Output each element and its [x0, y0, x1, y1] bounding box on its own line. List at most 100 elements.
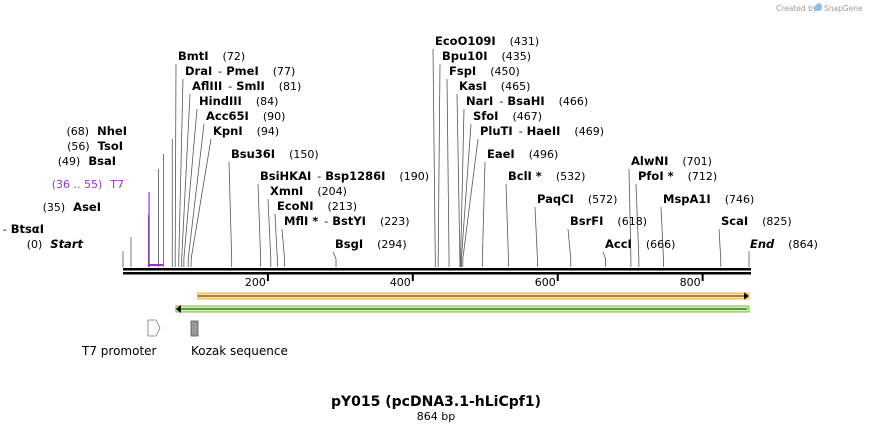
site-label-kpni[interactable]: KpnI (94) — [213, 124, 279, 138]
site-name: XmnI — [270, 184, 303, 198]
site-position: (77) — [273, 65, 296, 78]
site-name-2: PmeI — [226, 64, 259, 78]
site-position: (223) — [380, 215, 410, 228]
site-label-mspa1i[interactable]: MspA1I (746) — [663, 192, 754, 206]
site-name: NheI — [97, 124, 127, 138]
ruler-tick-label: 800 — [680, 276, 701, 289]
site-label-bsu36i[interactable]: Bsu36I (150) — [231, 147, 319, 161]
site-label-tsoi[interactable]: (56) TsoI — [67, 139, 123, 153]
site-separator: - — [3, 223, 7, 236]
site-label-alwni[interactable]: AlwNI (701) — [631, 154, 712, 168]
orf-track — [175, 292, 750, 313]
site-label-ecoo109i[interactable]: EcoO109I (431) — [435, 34, 539, 48]
site-name-2: BstYI — [332, 214, 366, 228]
site-label-bsrfi[interactable]: BsrFI (618) — [570, 214, 647, 228]
site-label-nhei[interactable]: (68) NheI — [67, 124, 127, 138]
site-labels: (0) Start (11)BtsI-BtsαI (35) AseI (36 .. 55)… — [0, 34, 818, 251]
site-name: FspI — [449, 64, 476, 78]
site-position: (72) — [223, 50, 246, 63]
nari-leader-line — [460, 108, 465, 267]
site-label-xmni[interactable]: XmnI (204) — [270, 184, 347, 198]
site-position: (431) — [510, 35, 540, 48]
site-name: PluTI — [480, 124, 513, 138]
t7-promoter-label: T7 promoter — [81, 344, 157, 358]
acci-leader-line — [602, 251, 606, 267]
orf-forward-arrowhead-icon — [744, 292, 749, 300]
site-label-mfli[interactable]: MflI * - BstYI (223) — [284, 214, 410, 228]
site-name: ScaI — [721, 214, 748, 228]
site-separator: - — [519, 125, 523, 138]
orf-reverse-arrowhead-icon — [175, 305, 181, 313]
ecoo109i-leader-line — [432, 48, 436, 267]
site-label-econi[interactable]: EcoNI (213) — [277, 199, 357, 213]
map-title: pY015 (pcDNA3.1-hLiCpf1) — [331, 394, 541, 410]
site-label-bsgi[interactable]: BsgI (294) — [335, 237, 407, 251]
site-name: AflIII — [192, 79, 222, 93]
site-label-sfoi[interactable]: SfoI (467) — [473, 109, 542, 123]
site-label-paqci[interactable]: PaqCI (572) — [537, 192, 617, 206]
snapgene-logo-icon — [814, 3, 822, 11]
site-position: (81) — [279, 80, 302, 93]
site-label-bmti[interactable]: BmtI (72) — [178, 49, 245, 63]
kozak-sequence-box[interactable] — [190, 320, 199, 337]
site-name: T7 — [109, 178, 124, 191]
site-label-asei[interactable]: (35) AseI — [43, 200, 101, 214]
site-position: (572) — [588, 193, 618, 206]
ruler-tick-label: 400 — [390, 276, 411, 289]
site-name: Bsu36I — [231, 147, 275, 161]
site-label-drai[interactable]: DraI - PmeI (77) — [185, 64, 295, 78]
site-label-t7[interactable]: (36 .. 55) T7 — [52, 178, 124, 191]
site-label-bsihkai[interactable]: BsiHKAI - Bsp1286I (190) — [260, 169, 429, 183]
site-name: AlwNI — [631, 154, 668, 168]
sfoi-leader-line — [460, 123, 472, 267]
site-label-bpu10i[interactable]: Bpu10I (435) — [442, 49, 531, 63]
site-name: EcoO109I — [435, 34, 496, 48]
site-label-pluti[interactable]: PluTI - HaeII (469) — [480, 124, 604, 138]
site-name: KasI — [459, 79, 487, 93]
site-position: (84) — [256, 95, 279, 108]
mspa1i-leader-line — [660, 206, 664, 267]
site-name: EcoNI — [277, 199, 313, 213]
fspi-leader-line — [446, 78, 450, 267]
feature-track: T7 promoter Kozak sequence — [81, 319, 288, 358]
afliii-leader-line — [181, 93, 191, 267]
site-name: KpnI — [213, 124, 243, 138]
site-label-btsi[interactable]: (11)BtsI-BtsαI — [0, 222, 44, 236]
site-label-acc65i[interactable]: Acc65I (90) — [206, 109, 285, 123]
site-label-pfoi[interactable]: PfoI * (712) — [638, 169, 717, 183]
site-label-end[interactable]: End (864) — [750, 237, 818, 251]
site-position: (49) — [58, 155, 81, 168]
site-label-acci[interactable]: AccI (666) — [605, 237, 675, 251]
site-position: (90) — [263, 110, 286, 123]
orf-forward[interactable] — [197, 292, 750, 300]
site-position: (466) — [559, 95, 589, 108]
site-name: NarI — [466, 94, 493, 108]
map-length: 864 bp — [417, 410, 455, 423]
site-label-start[interactable]: (0) Start — [27, 237, 84, 251]
site-label-bcli[interactable]: BclI * (532) — [508, 169, 585, 183]
site-name: BsiHKAI — [260, 169, 311, 183]
site-leader-lines — [122, 48, 750, 267]
site-name: BsrFI — [570, 214, 603, 228]
pfoi-leader-line — [635, 183, 640, 267]
ruler-ticks: 200 400 600 800 — [245, 273, 704, 289]
site-label-afliii[interactable]: AflIII - SmlI (81) — [192, 79, 301, 93]
kasi-leader-line — [456, 93, 461, 267]
site-label-scai[interactable]: ScaI (825) — [721, 214, 792, 228]
site-position: (701) — [682, 155, 712, 168]
bmti-leader-line — [174, 63, 177, 267]
site-label-eaei[interactable]: EaeI (496) — [487, 147, 558, 161]
hindiii-leader-line — [183, 108, 198, 267]
kozak-sequence-label: Kozak sequence — [191, 344, 288, 358]
bsrfi-leader-line — [567, 228, 572, 267]
site-name: TsoI — [98, 139, 123, 153]
pluti-leader-line — [462, 138, 479, 267]
site-label-nari[interactable]: NarI - BsaHI (466) — [466, 94, 588, 108]
t7-promoter-arrow-icon[interactable] — [147, 319, 161, 337]
site-position: (190) — [399, 170, 429, 183]
site-label-bsai[interactable]: (49) BsaI — [58, 154, 116, 168]
bcli-leader-line — [505, 183, 509, 267]
site-label-fspi[interactable]: FspI (450) — [449, 64, 520, 78]
site-label-hindiii[interactable]: HindIII (84) — [199, 94, 278, 108]
site-label-kasi[interactable]: KasI (465) — [459, 79, 530, 93]
